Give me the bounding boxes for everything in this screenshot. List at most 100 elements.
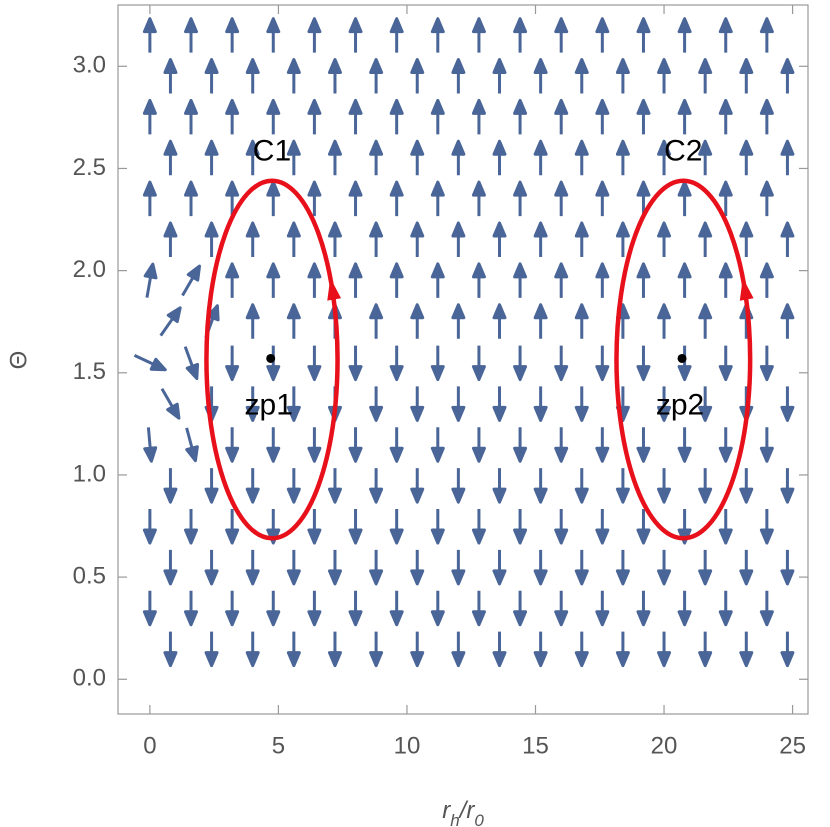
field-arrow xyxy=(780,468,795,504)
field-arrow xyxy=(759,180,774,217)
field-arrow xyxy=(513,98,528,135)
field-arrow xyxy=(759,509,774,545)
field-arrow xyxy=(574,221,589,257)
field-arrow xyxy=(430,509,445,545)
field-arrow xyxy=(389,262,404,298)
field-arrow xyxy=(327,468,342,504)
field-arrow xyxy=(245,386,260,422)
field-arrow xyxy=(451,549,466,586)
field-arrow xyxy=(225,98,240,135)
field-arrow xyxy=(389,180,404,217)
field-arrow xyxy=(554,98,569,135)
field-arrow xyxy=(595,427,610,463)
field-arrow xyxy=(348,345,363,382)
field-arrow xyxy=(430,262,445,298)
field-arrow xyxy=(369,468,384,504)
field-arrow xyxy=(266,590,281,627)
field-arrow xyxy=(636,262,651,298)
field-arrow xyxy=(471,262,486,298)
field-arrow xyxy=(636,345,651,382)
y-tick-label: 0.0 xyxy=(73,665,106,692)
field-arrow xyxy=(163,549,178,586)
field-arrow xyxy=(636,98,651,135)
field-arrow xyxy=(225,427,240,463)
field-arrow xyxy=(513,345,528,382)
contour-direction xyxy=(327,277,342,301)
zero-point-label: zp1 xyxy=(245,388,293,421)
field-arrow xyxy=(471,427,486,463)
y-tick-label: 2.0 xyxy=(73,256,106,283)
field-arrow xyxy=(142,17,157,53)
field-arrow xyxy=(759,98,774,135)
field-arrow xyxy=(554,345,569,382)
field-arrow xyxy=(307,98,322,135)
field-arrow xyxy=(143,262,158,298)
field-arrow xyxy=(533,303,548,339)
field-arrow xyxy=(307,345,322,382)
field-arrow xyxy=(451,303,466,339)
field-arrow xyxy=(574,549,589,586)
field-arrow xyxy=(245,468,260,504)
field-arrow xyxy=(636,17,651,53)
field-arrow xyxy=(554,17,569,53)
field-arrow xyxy=(554,590,569,627)
field-arrow xyxy=(718,345,733,382)
annotations: C1 C2 zp1 zp2 xyxy=(204,135,754,541)
field-arrow xyxy=(286,303,301,339)
field-arrow xyxy=(615,549,630,586)
field-arrow xyxy=(369,631,384,668)
field-arrow xyxy=(657,468,672,504)
field-arrow xyxy=(307,427,322,463)
field-arrow xyxy=(142,509,157,545)
field-arrow xyxy=(677,180,692,217)
field-arrow xyxy=(286,631,301,668)
zero-point xyxy=(266,353,276,363)
field-arrow xyxy=(471,17,486,53)
field-arrow xyxy=(780,58,795,94)
field-arrow xyxy=(163,139,178,176)
contour xyxy=(204,178,340,541)
field-arrow xyxy=(759,427,774,463)
field-arrow xyxy=(160,387,181,420)
field-arrow xyxy=(410,386,425,422)
field-arrow xyxy=(369,139,384,176)
field-arrow xyxy=(327,549,342,586)
field-arrow xyxy=(348,98,363,135)
field-arrow xyxy=(554,262,569,298)
field-arrow xyxy=(780,303,795,339)
field-arrow xyxy=(430,98,445,135)
field-arrow xyxy=(204,139,219,176)
field-arrow xyxy=(245,549,260,586)
field-arrow xyxy=(492,139,507,176)
field-arrow xyxy=(389,590,404,627)
field-arrow xyxy=(615,221,630,257)
field-arrow xyxy=(718,509,733,545)
field-arrow xyxy=(513,590,528,627)
field-arrow xyxy=(718,17,733,53)
field-arrow xyxy=(307,590,322,627)
field-arrow xyxy=(677,262,692,298)
field-arrow xyxy=(410,221,425,257)
contour xyxy=(614,178,753,541)
field-arrow xyxy=(327,139,342,176)
field-arrow xyxy=(574,303,589,339)
field-arrow xyxy=(657,221,672,257)
field-arrow xyxy=(451,58,466,94)
field-arrow xyxy=(142,180,157,217)
field-arrow xyxy=(718,427,733,463)
field-arrow xyxy=(471,345,486,382)
field-arrow xyxy=(389,98,404,135)
field-arrow xyxy=(369,58,384,94)
field-arrow xyxy=(410,139,425,176)
field-arrow xyxy=(369,303,384,339)
field-arrow xyxy=(430,17,445,53)
field-arrow xyxy=(225,262,240,298)
field-arrow xyxy=(554,427,569,463)
field-arrow xyxy=(286,139,301,176)
field-arrow xyxy=(389,509,404,545)
field-arrow xyxy=(286,58,301,94)
field-arrow xyxy=(698,303,713,339)
field-arrow xyxy=(245,631,260,668)
field-arrow xyxy=(159,306,182,337)
x-tick-label: 0 xyxy=(143,732,156,759)
